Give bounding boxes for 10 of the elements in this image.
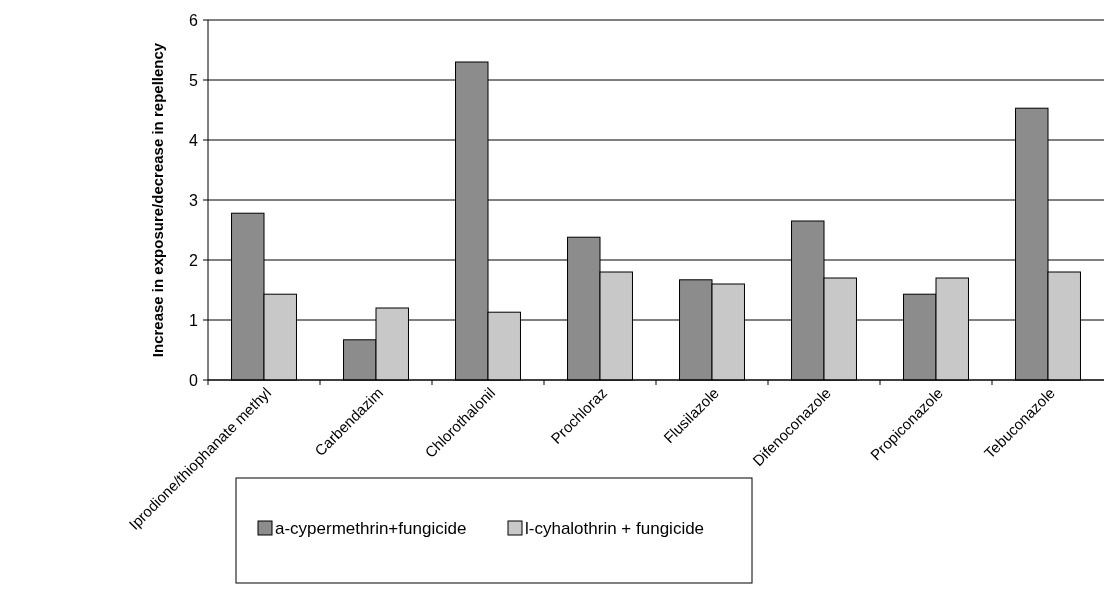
y-tick-label: 6 <box>189 11 199 29</box>
y-tick-label: 5 <box>189 71 199 89</box>
y-tick-label: 2 <box>189 251 199 269</box>
legend-label: a-cypermethrin+fungicide <box>275 519 467 538</box>
legend-label: l-cyhalothrin + fungicide <box>525 519 705 538</box>
y-tick-label: 4 <box>189 131 199 149</box>
y-tick-label: 1 <box>189 311 199 329</box>
y-tick-label: 0 <box>189 371 199 389</box>
y-tick-label: 3 <box>189 191 199 209</box>
y-axis-title: Increase in exposure/decrease in repellency <box>149 42 166 358</box>
